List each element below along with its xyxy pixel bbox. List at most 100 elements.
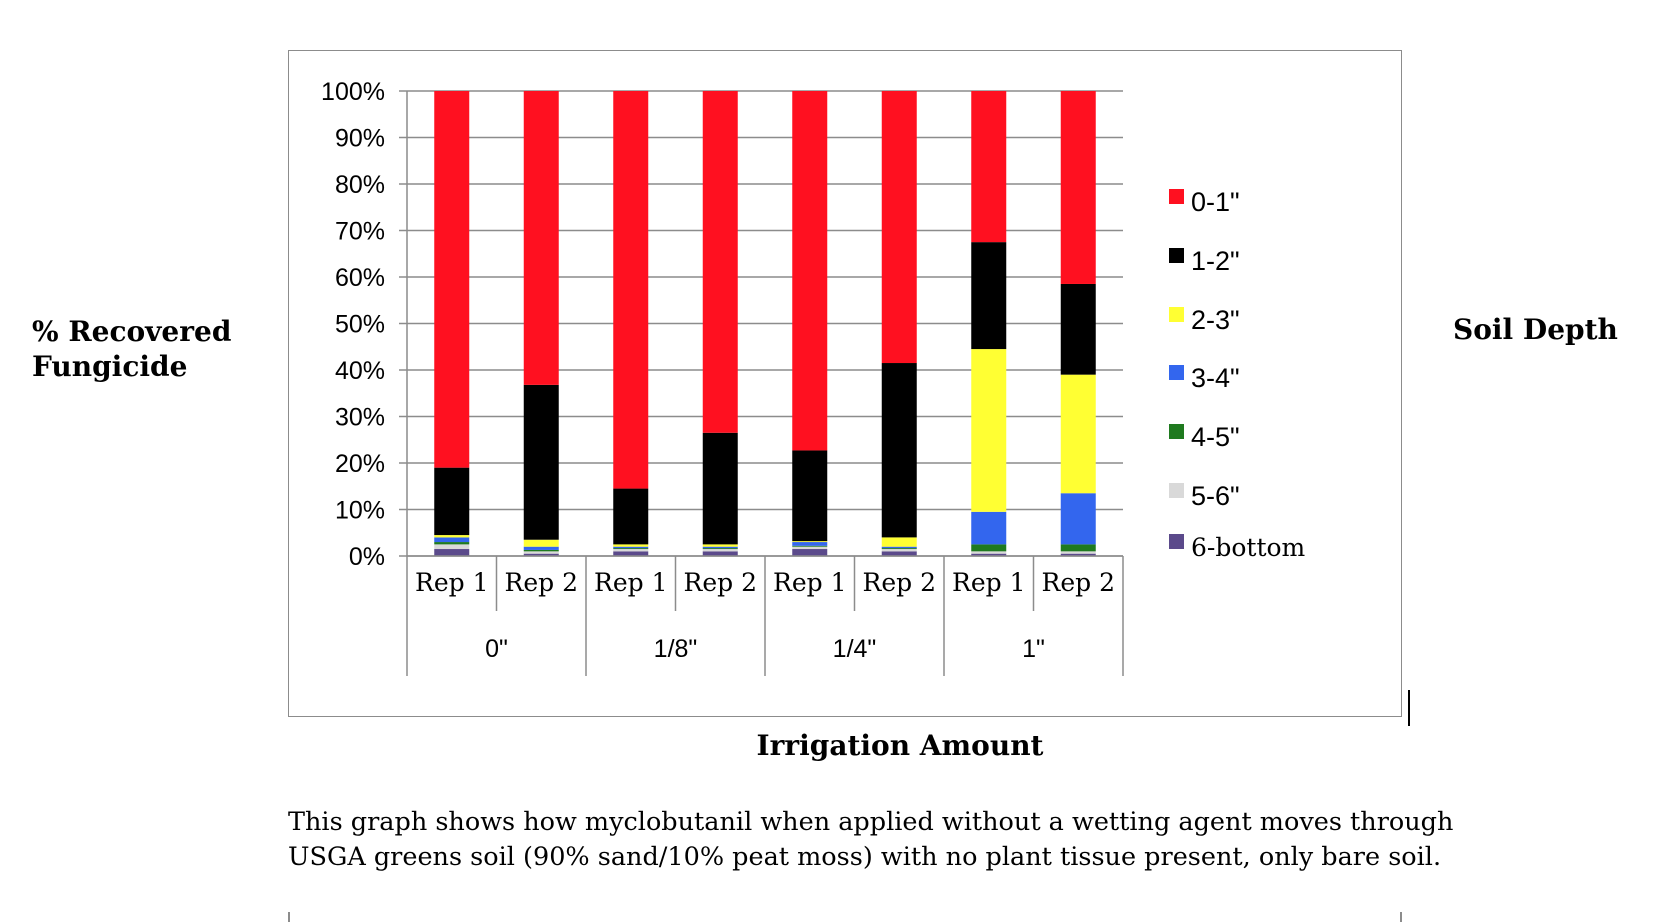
x-tick-label: Rep 1 — [594, 568, 667, 597]
stacked-bar-chart: 0% 10% 20% 30% 40% 50% 60% 70% 80% 90% 100% Rep 1 Re… — [321, 78, 1306, 676]
legend-swatch — [1169, 534, 1184, 549]
bar-segment — [613, 546, 649, 549]
bar-segment — [881, 551, 917, 556]
legend-label: 6-bottom — [1191, 533, 1306, 562]
bar-segment — [613, 548, 649, 550]
y-tick-label: 100% — [321, 78, 385, 106]
bar-segment — [881, 546, 917, 549]
bar-segment — [613, 549, 649, 552]
bar-segment — [1060, 493, 1096, 545]
bar-segment — [881, 363, 917, 538]
legend-label: 3-4" — [1191, 363, 1240, 393]
legend-swatch — [1169, 248, 1184, 263]
x-tick-label: Rep 1 — [952, 568, 1025, 597]
legend-title: Soil Depth — [1453, 313, 1618, 346]
bar-segment — [702, 548, 738, 550]
legend-label: 2-3" — [1191, 305, 1240, 335]
x-axis-label: Irrigation Amount — [756, 729, 1044, 762]
bar-segment — [1060, 553, 1096, 556]
bar-segment — [702, 91, 738, 433]
bar-segment — [434, 542, 470, 545]
bar-segment — [792, 542, 828, 546]
y-tick-label: 60% — [335, 264, 385, 292]
bar-segment — [792, 546, 828, 550]
bar-segment — [1060, 544, 1096, 552]
bar-segment — [881, 91, 917, 364]
bar-segment — [523, 91, 559, 385]
chart-frame: 0% 10% 20% 30% 40% 50% 60% 70% 80% 90% 100% Rep 1 Re… — [288, 50, 1402, 717]
bar-segment — [971, 551, 1007, 554]
bar-segment — [1060, 374, 1096, 494]
bar-segment — [434, 91, 470, 468]
bar-segment — [792, 545, 828, 547]
bar-segment — [1060, 283, 1096, 375]
bar-segment — [434, 535, 470, 538]
y-axis-label: % Recovered Fungicide — [32, 315, 232, 383]
bar-segment — [434, 544, 470, 550]
bar-segment — [434, 537, 470, 543]
y-tick-label: 70% — [335, 218, 385, 246]
legend-label: 5-6" — [1191, 481, 1240, 511]
bar-segment — [613, 91, 649, 489]
legend-label: 1-2" — [1191, 246, 1240, 276]
bar-segment — [881, 548, 917, 550]
legend-label: 4-5" — [1191, 422, 1240, 452]
bar-segment — [702, 546, 738, 549]
y-tick-label: 10% — [335, 497, 385, 525]
bar-segment — [792, 91, 828, 451]
bar-segment — [523, 546, 559, 550]
group-label: 1/4" — [833, 635, 877, 663]
x-tick-label: Rep 1 — [773, 568, 846, 597]
bar-segment — [523, 549, 559, 552]
caption: This graph shows how myclobutanil when a… — [288, 805, 1588, 875]
legend-label: 0-1" — [1191, 187, 1240, 217]
bar-segment — [881, 549, 917, 552]
bar-segment — [881, 537, 917, 547]
x-tick-label: Rep 2 — [863, 568, 936, 597]
y-tick-label: 80% — [335, 171, 385, 199]
x-tick-label: Rep 1 — [415, 568, 488, 597]
bar-segment — [971, 511, 1007, 545]
bar-segment — [1060, 91, 1096, 284]
y-tick-label: 0% — [349, 543, 385, 571]
bar-segment — [523, 539, 559, 547]
y-tick-label: 50% — [335, 311, 385, 339]
bar-segment — [792, 450, 828, 542]
bar-segment — [792, 541, 828, 543]
x-tick-label: Rep 2 — [505, 568, 578, 597]
x-tick-label: Rep 2 — [684, 568, 757, 597]
bar-segment — [1060, 551, 1096, 554]
legend-swatch — [1169, 307, 1184, 322]
bar-segment — [434, 549, 470, 556]
bar-segment — [613, 488, 649, 545]
bar-segment — [613, 544, 649, 547]
group-label: 0" — [485, 635, 508, 663]
bar-segment — [971, 242, 1007, 350]
x-tick-label: Rep 2 — [1042, 568, 1115, 597]
bar-segment — [792, 549, 828, 556]
caption-line-2: USGA greens soil (90% sand/10% peat moss… — [288, 842, 1442, 872]
legend-swatch — [1169, 424, 1184, 439]
text-cursor — [1408, 690, 1410, 726]
bar-segment — [702, 544, 738, 547]
bar-segment — [702, 432, 738, 545]
y-tick-label: 40% — [335, 357, 385, 385]
bar-segment — [523, 553, 559, 556]
bar-segment — [613, 551, 649, 556]
bar-segment — [971, 91, 1007, 243]
bar-segment — [523, 551, 559, 554]
next-frame-edge-right — [1400, 912, 1402, 922]
bar-segment — [434, 467, 470, 536]
group-label: 1/8" — [654, 635, 698, 663]
bar-segment — [971, 544, 1007, 552]
y-tick-label: 90% — [335, 125, 385, 153]
legend-swatch — [1169, 189, 1184, 204]
bar-segment — [971, 349, 1007, 512]
y-tick-label: 30% — [335, 404, 385, 432]
bar-segment — [523, 384, 559, 540]
caption-line-1: This graph shows how myclobutanil when a… — [288, 807, 1454, 837]
group-label: 1" — [1022, 635, 1045, 663]
bar-segment — [971, 553, 1007, 556]
bar-segment — [702, 549, 738, 552]
y-tick-label: 20% — [335, 450, 385, 478]
